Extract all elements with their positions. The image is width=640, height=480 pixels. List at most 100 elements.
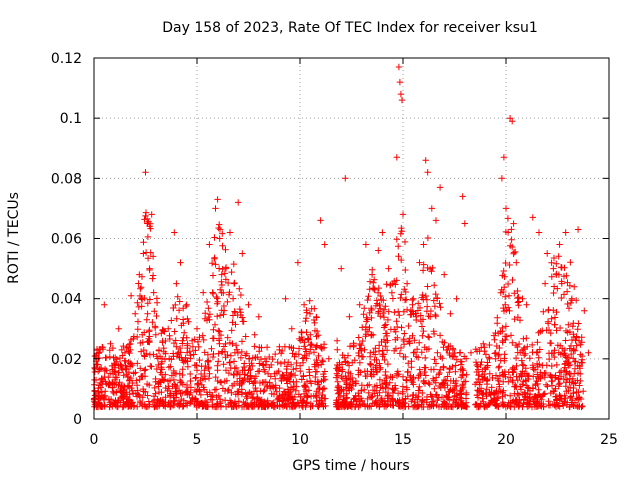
background-point — [122, 366, 129, 373]
data-point — [486, 355, 493, 362]
background-point — [242, 352, 249, 359]
background-point — [557, 367, 565, 375]
background-point — [116, 379, 123, 386]
background-point — [283, 363, 291, 370]
axis-ticks: 0 5 10 15 20 25 0 0.02 0.04 0.06 0.08 0.1 0.12 — [51, 51, 618, 448]
background-point — [296, 362, 304, 369]
background-point — [547, 329, 554, 337]
background-point — [537, 328, 544, 335]
background-point — [113, 356, 120, 363]
data-point — [519, 295, 526, 302]
background-point — [491, 336, 498, 343]
background-point — [543, 327, 550, 334]
background-point — [514, 377, 521, 384]
background-point — [566, 345, 573, 352]
data-point — [101, 301, 108, 308]
background-point — [375, 308, 382, 315]
background-point — [564, 399, 571, 406]
background-point — [236, 305, 243, 313]
background-point — [109, 388, 117, 395]
background-point — [320, 385, 327, 392]
background-point — [519, 347, 526, 354]
background-point — [124, 382, 132, 389]
background-point — [227, 352, 235, 359]
background-point — [384, 395, 391, 402]
background-point — [402, 266, 409, 274]
background-point — [500, 387, 507, 394]
background-point — [562, 337, 569, 344]
background-point — [437, 384, 444, 391]
background-point — [111, 381, 118, 388]
background-point — [229, 295, 237, 302]
background-point — [425, 312, 432, 320]
background-point — [502, 259, 509, 267]
background-point — [209, 272, 217, 279]
background-point — [144, 233, 152, 241]
background-point — [363, 318, 370, 325]
background-point — [376, 389, 383, 396]
background-point — [259, 379, 266, 386]
background-point — [307, 346, 314, 353]
background-point — [173, 353, 181, 360]
background-point — [359, 324, 366, 331]
background-point — [517, 386, 525, 393]
background-point — [365, 389, 372, 397]
background-point — [233, 370, 241, 378]
data-point — [317, 217, 324, 224]
background-point — [548, 382, 556, 389]
background-point — [382, 371, 389, 379]
data-point — [502, 205, 510, 212]
background-point — [366, 324, 373, 331]
background-point — [191, 362, 198, 369]
background-point — [183, 383, 191, 391]
background-point — [275, 395, 282, 402]
background-point — [155, 346, 163, 354]
background-point — [233, 346, 241, 353]
background-point — [206, 389, 213, 396]
data-point — [541, 280, 549, 287]
background-point — [457, 366, 464, 373]
background-point — [173, 384, 180, 392]
background-point — [208, 260, 216, 267]
background-point — [230, 371, 237, 379]
background-point — [349, 382, 357, 389]
background-point — [269, 355, 276, 363]
background-point — [141, 367, 148, 374]
background-point — [379, 385, 387, 392]
background-point — [390, 402, 397, 409]
background-point — [495, 351, 503, 358]
background-point — [270, 384, 277, 391]
background-point — [432, 290, 439, 298]
data-point — [321, 241, 328, 248]
data-point — [529, 214, 536, 221]
background-point — [363, 372, 371, 380]
data-point — [189, 343, 197, 350]
background-point — [175, 307, 183, 314]
background-point — [334, 378, 341, 385]
background-point — [243, 393, 250, 400]
data-point — [500, 154, 508, 161]
background-point — [218, 379, 225, 386]
background-point — [417, 370, 424, 378]
background-point — [334, 346, 341, 353]
background-point — [550, 283, 558, 290]
background-point — [434, 396, 441, 404]
background-point — [128, 384, 135, 392]
background-point — [428, 268, 435, 275]
background-point — [136, 292, 144, 300]
background-point — [109, 344, 117, 352]
background-point — [555, 253, 562, 260]
background-point — [567, 393, 575, 400]
background-point — [571, 283, 578, 290]
background-point — [559, 400, 566, 407]
background-point — [565, 305, 573, 312]
background-point — [141, 373, 149, 380]
background-point — [112, 354, 119, 361]
background-point — [206, 370, 213, 377]
background-point — [237, 354, 245, 361]
background-point — [319, 386, 326, 393]
background-point — [147, 249, 154, 256]
background-point — [568, 350, 575, 358]
background-point — [249, 380, 257, 387]
background-point — [105, 396, 113, 403]
